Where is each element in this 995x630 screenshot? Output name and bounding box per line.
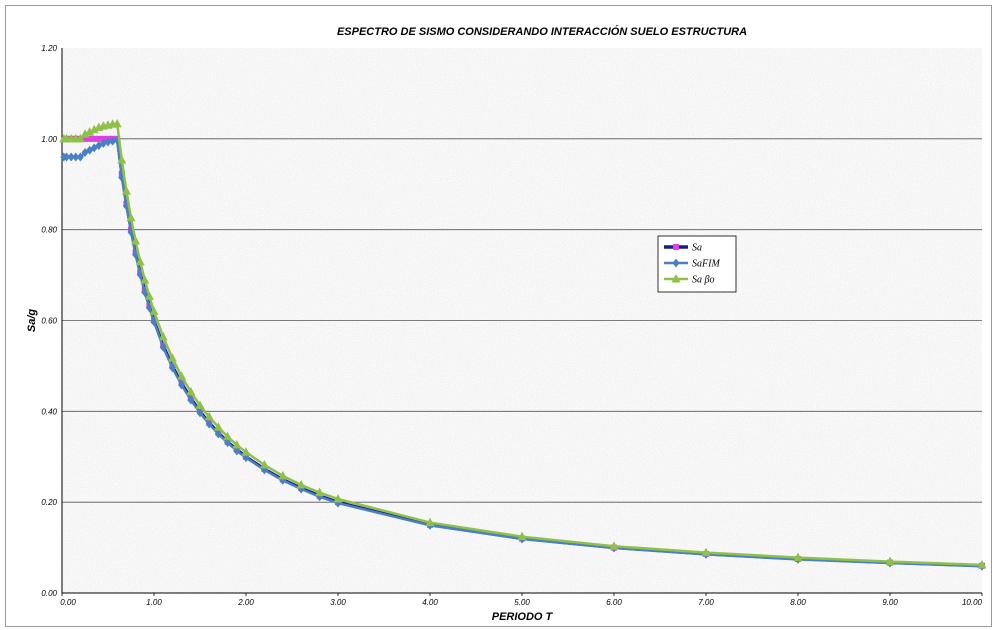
data-point xyxy=(80,129,90,138)
data-point xyxy=(333,493,343,503)
data-point xyxy=(149,306,159,315)
y-tick-label: 1.00 xyxy=(41,135,57,144)
data-point xyxy=(701,547,711,557)
legend-label: Sa βo xyxy=(692,275,714,286)
data-point xyxy=(241,447,251,456)
data-point xyxy=(223,431,233,441)
data-point xyxy=(187,395,195,405)
data-point xyxy=(112,118,122,128)
y-tick-label: 0.80 xyxy=(41,226,57,235)
data-point xyxy=(885,556,895,566)
data-point xyxy=(233,446,241,456)
data-point xyxy=(977,559,987,569)
data-point xyxy=(195,400,205,409)
data-point xyxy=(224,438,232,448)
data-point xyxy=(72,152,80,162)
data-point xyxy=(186,386,196,396)
data-point xyxy=(793,552,803,562)
data-point xyxy=(204,411,214,421)
y-tick-label: 0.40 xyxy=(41,407,57,416)
y-tick-label: 0.20 xyxy=(41,498,57,507)
x-axis-label: PERIODO T xyxy=(492,611,554,623)
data-point xyxy=(109,136,117,146)
data-point xyxy=(259,459,269,469)
x-tick-label: 4.00 xyxy=(422,598,438,607)
data-point xyxy=(104,137,112,147)
spectrum-chart: 0.00 0.20 0.40 0.60 0.80 1.00 1.20 0.00 1.00 2.0… xyxy=(26,25,987,623)
data-point xyxy=(673,244,679,250)
x-tick-label: 9.00 xyxy=(882,598,898,607)
data-point xyxy=(82,135,88,142)
y-axis-label: Sa/g xyxy=(26,309,38,333)
data-point xyxy=(167,353,177,362)
x-tick-label: 3.00 xyxy=(330,598,346,607)
data-point xyxy=(85,127,95,136)
series-layer xyxy=(59,118,987,571)
x-tick-labels: 0.00 1.00 2.00 3.00 4.00 5.00 6.00 7.00 8.00 9.00… xyxy=(60,593,983,607)
data-point xyxy=(214,429,222,439)
data-point xyxy=(76,152,84,162)
y-tick-label: 0.60 xyxy=(41,317,57,326)
data-point xyxy=(126,212,136,222)
data-point xyxy=(100,135,107,142)
data-point xyxy=(205,419,213,429)
gridlines xyxy=(62,138,982,503)
legend-label: SaFIM xyxy=(692,259,720,270)
data-point xyxy=(95,135,102,142)
data-point xyxy=(99,138,107,148)
data-point xyxy=(232,439,242,449)
data-point xyxy=(159,342,167,352)
data-point xyxy=(63,152,71,162)
data-point xyxy=(144,291,154,300)
data-point xyxy=(91,135,98,142)
legend: Sa SaFIM Sa βo xyxy=(657,235,737,293)
data-point xyxy=(196,408,204,418)
x-tick-label: 2.00 xyxy=(237,598,254,607)
chart-title: ESPECTRO DE SISMO CONSIDERANDO INTERACCI… xyxy=(337,25,747,38)
data-point xyxy=(135,256,145,266)
data-point xyxy=(89,124,99,134)
series-Sa-βo xyxy=(59,118,987,569)
data-point xyxy=(278,470,288,480)
data-point xyxy=(296,479,306,489)
data-point xyxy=(121,186,131,195)
data-point xyxy=(158,331,168,341)
data-point xyxy=(117,155,127,164)
data-point xyxy=(131,236,141,245)
x-tick-label: 1.00 xyxy=(146,598,162,607)
x-tick-label: 8.00 xyxy=(790,598,806,607)
data-point xyxy=(86,135,93,142)
data-point xyxy=(177,371,187,380)
y-tick-labels: 0.00 0.20 0.40 0.60 0.80 1.00 1.20 xyxy=(41,44,57,598)
x-tick-label: 5.00 xyxy=(514,598,530,607)
y-tick-label: 0.00 xyxy=(41,589,57,598)
data-point xyxy=(178,380,186,390)
data-point xyxy=(213,422,223,431)
data-point xyxy=(609,541,619,550)
legend-label: Sa xyxy=(692,243,702,254)
data-point xyxy=(67,152,75,162)
data-point xyxy=(517,531,527,541)
x-tick-label: 7.00 xyxy=(698,598,714,607)
data-point xyxy=(671,274,681,283)
data-point xyxy=(672,258,680,268)
x-tick-label: 6.00 xyxy=(606,598,622,607)
data-point xyxy=(315,487,325,497)
data-point xyxy=(168,363,176,373)
y-tick-label: 1.20 xyxy=(41,44,57,53)
x-tick-label: 0.00 xyxy=(60,598,76,607)
chart-frame: 0.00 0.20 0.40 0.60 0.80 1.00 1.20 0.00 1.00 2.0… xyxy=(5,5,992,627)
data-point xyxy=(425,517,435,527)
data-point xyxy=(140,275,150,284)
x-tick-label: 10.00 xyxy=(962,598,983,607)
data-point xyxy=(75,133,85,143)
